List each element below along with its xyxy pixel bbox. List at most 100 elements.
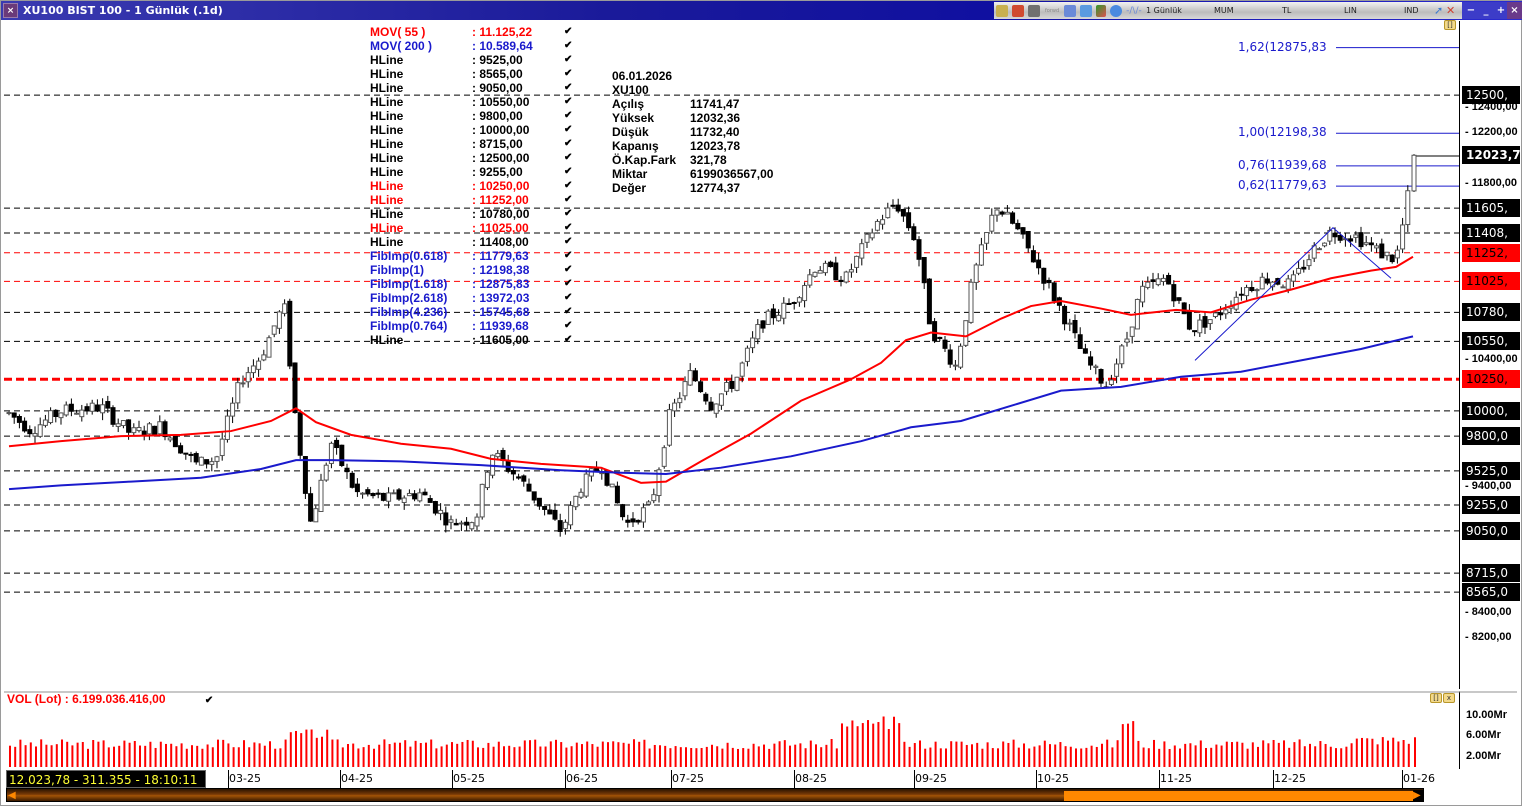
chart-type-button[interactable]: MUM xyxy=(1214,6,1234,15)
arrow-icon[interactable]: ➚ xyxy=(1434,4,1444,17)
legend-name: HLine xyxy=(370,123,404,137)
volume-legend: VOL (Lot) : 6.199.036.416,00 ✔ xyxy=(7,692,213,706)
legend-row[interactable]: MOV( 200 ): 10.589,64 ✔ xyxy=(370,39,574,53)
trend-icon[interactable] xyxy=(1080,4,1093,17)
check-icon[interactable]: ✔ xyxy=(564,40,573,51)
check-icon[interactable]: ✔ xyxy=(204,695,214,706)
forward-icon[interactable]: forwd xyxy=(1045,7,1060,14)
candles[interactable] xyxy=(6,154,1417,537)
minimize-button[interactable]: − xyxy=(1462,2,1480,19)
check-icon[interactable]: ✔ xyxy=(564,96,573,107)
price-tick: - 10400,00 xyxy=(1465,353,1518,366)
grid-icon[interactable] xyxy=(996,4,1008,17)
legend-row[interactable]: HLine: 11025,00 ✔ xyxy=(370,221,574,235)
price-tag: 12023,7 xyxy=(1462,146,1520,165)
price-tag: 11605, xyxy=(1462,199,1520,218)
check-icon[interactable]: ✔ xyxy=(564,152,573,163)
volume-tick: 10.00Mr xyxy=(1466,709,1507,721)
legend-row[interactable]: HLine: 12500,00 ✔ xyxy=(370,151,574,165)
horizontal-scrollbar[interactable]: ◀ ▶ xyxy=(6,788,1424,802)
layout-icon[interactable] xyxy=(1028,4,1040,17)
price-tick: - 9400,00 xyxy=(1465,479,1512,492)
check-icon[interactable]: ✔ xyxy=(564,334,573,345)
legend-row[interactable]: HLine: 8565,00 ✔ xyxy=(370,67,574,81)
check-icon[interactable]: ✔ xyxy=(564,278,573,289)
check-icon[interactable]: ✔ xyxy=(564,110,573,121)
legend-name: HLine xyxy=(370,109,404,123)
move-icon[interactable] xyxy=(1110,4,1123,17)
check-icon[interactable]: ✔ xyxy=(564,222,573,233)
calendar-icon[interactable] xyxy=(1064,4,1077,17)
check-icon[interactable]: ✔ xyxy=(564,306,573,317)
mov55-line[interactable] xyxy=(8,255,1414,484)
legend-row[interactable]: HLine: 10550,00 ✔ xyxy=(370,95,574,109)
check-icon[interactable]: ✔ xyxy=(564,250,573,261)
pulse-icon[interactable]: -/\/- xyxy=(1126,5,1142,16)
check-icon[interactable]: ✔ xyxy=(564,208,573,219)
price-tag: 12500, xyxy=(1462,86,1520,105)
restore-button[interactable]: _ xyxy=(1477,2,1495,19)
legend-row[interactable]: HLine: 9050,00 ✔ xyxy=(370,81,574,95)
price-chart[interactable] xyxy=(4,21,1459,689)
check-icon[interactable]: ✔ xyxy=(564,180,573,191)
legend-row[interactable]: HLine: 10780,00 ✔ xyxy=(370,207,574,221)
legend-row[interactable]: HLine: 9800,00 ✔ xyxy=(370,109,574,123)
legend-value: : 8715,00 xyxy=(472,137,523,151)
scroll-right-icon[interactable]: ▶ xyxy=(1413,790,1423,801)
legend-row[interactable]: FibImp(1.618): 12875,83 ✔ xyxy=(370,277,574,291)
legend-row[interactable]: HLine: 9255,00 ✔ xyxy=(370,165,574,179)
check-icon[interactable]: ✔ xyxy=(564,236,573,247)
legend-row[interactable]: HLine: 10000,00 ✔ xyxy=(370,123,574,137)
check-icon[interactable]: ✔ xyxy=(564,194,573,205)
price-tick: - 8200,00 xyxy=(1465,631,1512,644)
ohlc-label: Ö.Kap.Fark xyxy=(612,153,677,167)
scroll-left-icon[interactable]: ◀ xyxy=(8,790,16,801)
legend-row[interactable]: HLine: 9525,00 ✔ xyxy=(370,53,574,67)
period-button[interactable]: 1 Günlük xyxy=(1146,6,1182,15)
legend-row[interactable]: HLine: 11408,00 ✔ xyxy=(370,235,574,249)
pencil-icon[interactable] xyxy=(1096,4,1107,17)
close-panel-icon[interactable]: x xyxy=(1443,693,1455,703)
trend-lines[interactable] xyxy=(1194,227,1392,361)
check-icon[interactable]: ✔ xyxy=(564,320,573,331)
legend-row[interactable]: FibImp(2.618): 13972,03 ✔ xyxy=(370,291,574,305)
legend-row[interactable]: MOV( 55 ): 11.125,22 ✔ xyxy=(370,25,574,39)
volume-bars[interactable] xyxy=(9,716,1416,767)
legend-row[interactable]: FibImp(0.764): 11939,68 ✔ xyxy=(370,319,574,333)
scroll-thumb[interactable] xyxy=(1064,791,1414,801)
legend-row[interactable]: FibImp(4.236): 15745,68 ✔ xyxy=(370,305,574,319)
panel-toggle-icon[interactable]: [] xyxy=(1444,20,1456,30)
volume-chart[interactable] xyxy=(4,691,1459,769)
legend-row[interactable]: FibImp(1): 12198,38 ✔ xyxy=(370,263,574,277)
check-icon[interactable]: ✔ xyxy=(564,82,573,93)
check-icon[interactable]: ✔ xyxy=(564,138,573,149)
mov200-line[interactable] xyxy=(8,335,1414,491)
check-icon[interactable]: ✔ xyxy=(564,26,573,37)
price-axis[interactable]: - 12400,00- 12200,00- 11800,00- 10400,00… xyxy=(1459,21,1520,689)
legend-name: HLine xyxy=(370,179,404,193)
legend-row[interactable]: FibImp(0.618): 11779,63 ✔ xyxy=(370,249,574,263)
check-icon[interactable]: ✔ xyxy=(564,264,573,275)
close-icon[interactable]: × xyxy=(3,3,18,18)
indicators-button[interactable]: IND xyxy=(1404,6,1419,15)
tools-icon[interactable]: ✕ xyxy=(1446,4,1456,17)
maximize-button[interactable]: + xyxy=(1492,2,1510,19)
check-icon[interactable]: ✔ xyxy=(564,166,573,177)
legend-row[interactable]: HLine: 11252,00 ✔ xyxy=(370,193,574,207)
currency-button[interactable]: TL xyxy=(1282,6,1292,15)
legend-row[interactable]: HLine: 8715,00 ✔ xyxy=(370,137,574,151)
check-icon[interactable]: ✔ xyxy=(564,54,573,65)
time-tick: 11-25 xyxy=(1159,770,1192,788)
legend-row[interactable]: HLine: 11605,00 ✔ xyxy=(370,333,574,347)
check-icon[interactable]: ✔ xyxy=(564,68,573,79)
check-icon[interactable]: ✔ xyxy=(564,124,573,135)
check-icon[interactable]: ✔ xyxy=(564,292,573,303)
scale-button[interactable]: LIN xyxy=(1344,6,1357,15)
legend-value: : 11408,00 xyxy=(472,235,529,249)
chart-icon[interactable] xyxy=(1012,4,1024,17)
maximize-panel-icon[interactable]: [] xyxy=(1430,693,1442,703)
legend-name: HLine xyxy=(370,151,404,165)
price-tag: 9255,0 xyxy=(1462,495,1520,514)
close-window-button[interactable]: × xyxy=(1507,2,1522,19)
legend-row[interactable]: HLine: 10250,00 ✔ xyxy=(370,179,574,193)
